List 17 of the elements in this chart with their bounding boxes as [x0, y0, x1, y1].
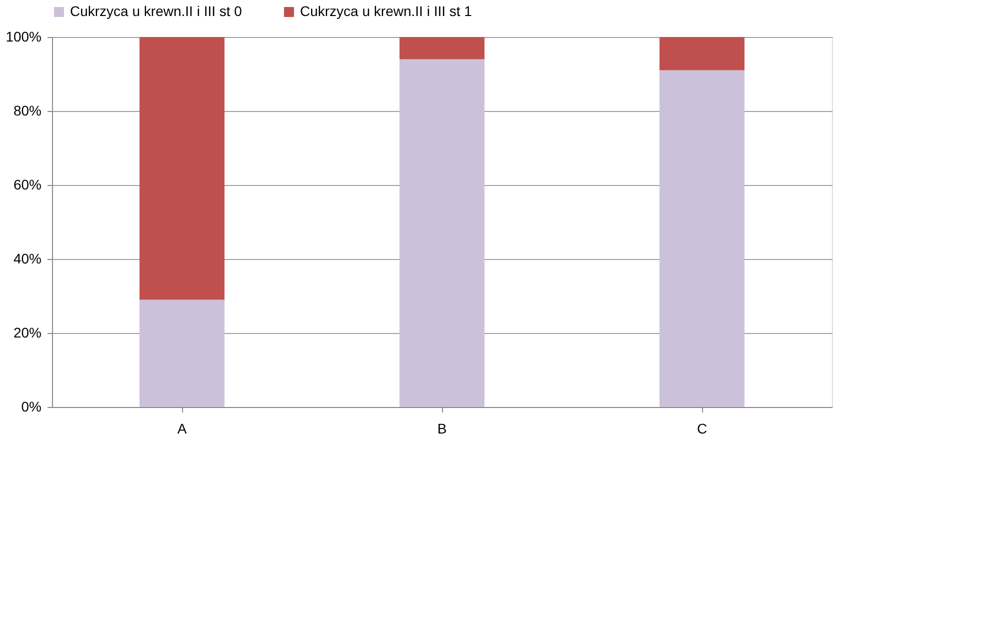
legend-label: Cukrzyca u krewn.II i III st 0: [70, 3, 242, 19]
bar: [140, 300, 224, 407]
x-tick-label: C: [696, 420, 708, 436]
x-tick-label: A: [177, 420, 188, 436]
x-tick-label: B: [437, 420, 447, 436]
bar: [140, 37, 224, 300]
bar: [660, 37, 744, 70]
y-tick-label: 40%: [13, 250, 42, 266]
y-tick-label: 60%: [13, 176, 42, 192]
y-tick-label: 100%: [6, 28, 42, 44]
y-tick-label: 0%: [21, 398, 42, 414]
y-tick-label: 80%: [13, 102, 42, 118]
bar: [400, 37, 484, 60]
bar: [660, 70, 744, 407]
y-tick-label: 20%: [13, 324, 42, 340]
bar: [400, 59, 484, 407]
legend-label: Cukrzyca u krewn.II i III st 1: [300, 3, 472, 19]
